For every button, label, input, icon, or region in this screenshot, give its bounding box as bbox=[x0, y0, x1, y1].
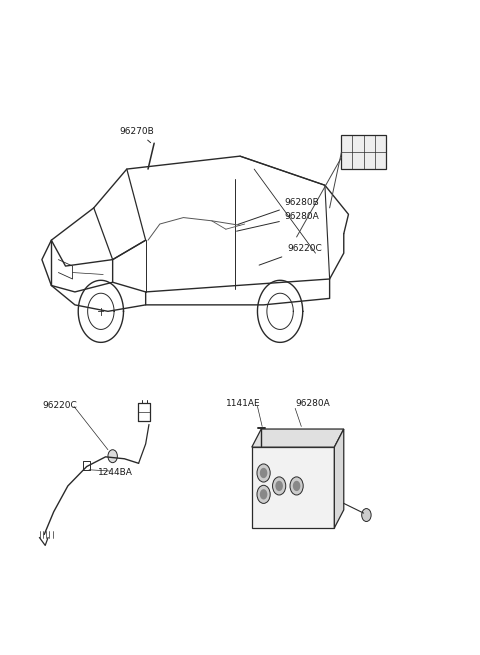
Circle shape bbox=[257, 485, 270, 504]
Circle shape bbox=[108, 450, 118, 462]
Polygon shape bbox=[335, 429, 344, 528]
Circle shape bbox=[276, 481, 283, 491]
Text: 96220C: 96220C bbox=[259, 244, 322, 265]
Circle shape bbox=[260, 468, 267, 478]
Text: 1141AE: 1141AE bbox=[226, 400, 261, 409]
Bar bbox=[341, 136, 386, 169]
Polygon shape bbox=[252, 429, 344, 447]
Text: 1244BA: 1244BA bbox=[97, 468, 132, 477]
Circle shape bbox=[260, 489, 267, 500]
Text: 96280A: 96280A bbox=[237, 212, 320, 231]
Text: 96280B: 96280B bbox=[238, 198, 320, 225]
Text: 96220C: 96220C bbox=[43, 402, 78, 410]
Bar bbox=[252, 447, 335, 528]
Circle shape bbox=[290, 477, 303, 495]
Circle shape bbox=[273, 477, 286, 495]
Circle shape bbox=[293, 481, 300, 491]
Circle shape bbox=[257, 464, 270, 482]
Text: 96270B: 96270B bbox=[120, 126, 155, 143]
Circle shape bbox=[362, 508, 371, 521]
Text: 96280A: 96280A bbox=[296, 400, 330, 409]
